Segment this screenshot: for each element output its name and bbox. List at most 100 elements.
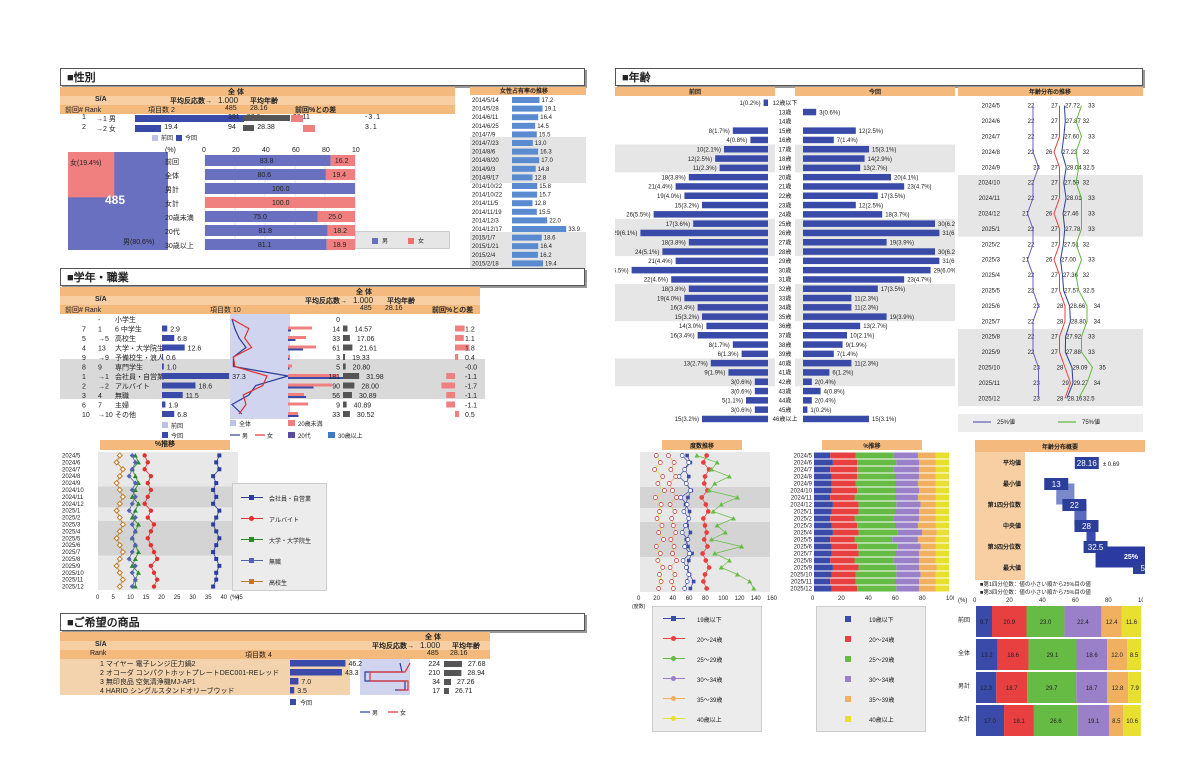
cnt-legend-label: 35～39歳 <box>697 698 723 704</box>
grade-row-pct: 2.9 <box>170 327 180 334</box>
grade-trend-point <box>214 515 219 520</box>
grade-row-male-bar <box>288 329 291 332</box>
cnt-point <box>701 516 706 521</box>
grade-row-n: 14 <box>332 327 340 334</box>
grade-female-line <box>231 318 268 415</box>
cnt-point <box>678 495 683 500</box>
gender-bar-male <box>205 211 318 222</box>
gender-bars-tick: 0 <box>202 147 206 154</box>
pyramid-curr-bar <box>803 406 808 413</box>
grade-trend-point <box>154 556 160 562</box>
cnt-point <box>656 530 662 535</box>
gender-pie-chart <box>68 152 168 250</box>
pyramid-prev-bar <box>675 257 768 265</box>
cnt-point <box>682 544 688 549</box>
product-row-nbar <box>444 670 462 676</box>
product-n1000: 1.000 <box>420 641 441 650</box>
grade-trend-date: 2025/1 <box>62 509 81 515</box>
trend-date: 2014/6/25 <box>472 124 499 130</box>
pct-segment <box>858 529 898 536</box>
stack-seg-label: 23.0 <box>1040 620 1052 626</box>
gender-bar-male <box>205 225 328 236</box>
grade-row-diffbar <box>446 392 455 398</box>
dist-q1: 23 <box>1033 396 1040 402</box>
pyramid-age-label: 22歳 <box>779 192 792 200</box>
pct-segment <box>935 466 949 473</box>
trend-date: 2014/12/3 <box>472 218 499 224</box>
grade-male-line <box>231 318 289 415</box>
cnt-point <box>722 530 728 535</box>
cnt-point <box>712 481 718 486</box>
pct-tick: 40 <box>865 596 872 602</box>
grade-trend-date: 2025/10 <box>62 571 84 577</box>
pct-segment <box>814 585 832 592</box>
pct-segment <box>897 529 922 536</box>
grade-row-arrow: 4 <box>98 393 102 400</box>
dist-avg: 28.01 <box>1067 196 1083 202</box>
dist-q3: 33 <box>1088 258 1095 264</box>
pct-date: 2024/12 <box>790 503 812 509</box>
grade-legend-u20: 20歳未満 <box>298 420 323 428</box>
dist-date: 2025/2 <box>982 242 1001 248</box>
pyramid-prev-bar <box>754 387 768 395</box>
pyramid-prev-bar <box>719 164 768 172</box>
grade-row-n: 3 <box>336 355 340 362</box>
dist-date: 2024/8 <box>982 150 1001 156</box>
pyramid-prev-label: 17(3.6%) <box>666 222 690 228</box>
pct-segment <box>832 564 859 571</box>
pyramid-prev-label: 15(3.2%) <box>675 315 699 321</box>
cnt-point <box>671 544 677 549</box>
pyramid-curr-label: 23(4.7%) <box>907 278 931 284</box>
pct-segment <box>854 494 895 501</box>
summary-label: 第3四分位数 <box>987 543 1022 551</box>
stack-tick: 20 <box>1006 598 1013 604</box>
grade-row-diffbar <box>455 354 459 360</box>
cnt-point <box>669 516 675 521</box>
grade-legend-marker <box>249 495 254 500</box>
grade-trend-point <box>148 542 154 548</box>
dist-med: 27 <box>1051 165 1058 171</box>
pyramid-prev-label: 10(2.1%) <box>697 148 721 154</box>
pyramid-curr-label: 11(2.3%) <box>854 306 878 312</box>
gender-bar-male-label: 83.8 <box>260 158 274 165</box>
grade-trend-point <box>116 583 123 590</box>
trend-date: 2015/1/7 <box>472 236 496 242</box>
gender-bar-female-label: 100.0 <box>272 200 290 207</box>
grade-trend-point <box>129 563 135 568</box>
gender-bars-label: 20代 <box>165 227 180 236</box>
grade-row-rank: 9 <box>82 355 86 362</box>
pyramid-curr-label: 31(6.4%) <box>942 259 955 265</box>
pct-segment <box>814 529 833 536</box>
pyramid-prev-label: 18(3.8%) <box>661 175 685 181</box>
pyramid-age-label: 44歳 <box>779 397 792 405</box>
pyramid-curr-bar <box>803 183 905 190</box>
pyramid-prev-label: 9(1.9%) <box>704 371 725 377</box>
pyramid-prev-bar <box>693 220 768 227</box>
dist-q1: 22 <box>1028 289 1035 295</box>
pct-date: 2024/7 <box>794 468 813 474</box>
pct-date: 2024/8 <box>794 475 813 481</box>
grade-trend-point <box>129 570 135 576</box>
pct-segment <box>831 487 858 494</box>
grade-trend-date: 2024/9 <box>62 481 81 487</box>
pyramid-prev-bar <box>732 127 768 134</box>
stack-seg-label: 12.0 <box>1111 653 1123 659</box>
pyramid-prev-label: 6(1.3%) <box>718 352 739 358</box>
gender-bar-male <box>205 169 326 180</box>
pyramid-prev-bar <box>710 359 768 367</box>
pyramid-curr-bar <box>803 220 935 227</box>
grade-legend-curr: 今回 <box>171 432 183 440</box>
grade-row-diff: -1.1 <box>465 403 477 410</box>
pyramid-curr-bar <box>803 229 940 237</box>
grade-trend-point <box>132 480 138 486</box>
product-row-nbar <box>444 661 462 667</box>
grade-row-pct: 6.8 <box>177 412 187 419</box>
grade-trend-chart: 2024/52024/62024/72024/82024/92024/10202… <box>62 452 243 601</box>
grade-trend-point <box>214 556 219 561</box>
grade-trend-point <box>119 521 127 528</box>
cnt-point <box>686 558 691 563</box>
grade-sa: S/A <box>95 296 107 303</box>
grade-row-n: 0 <box>336 317 340 324</box>
trend-bar <box>512 260 544 267</box>
grade-row-rank: 5 <box>82 336 86 343</box>
